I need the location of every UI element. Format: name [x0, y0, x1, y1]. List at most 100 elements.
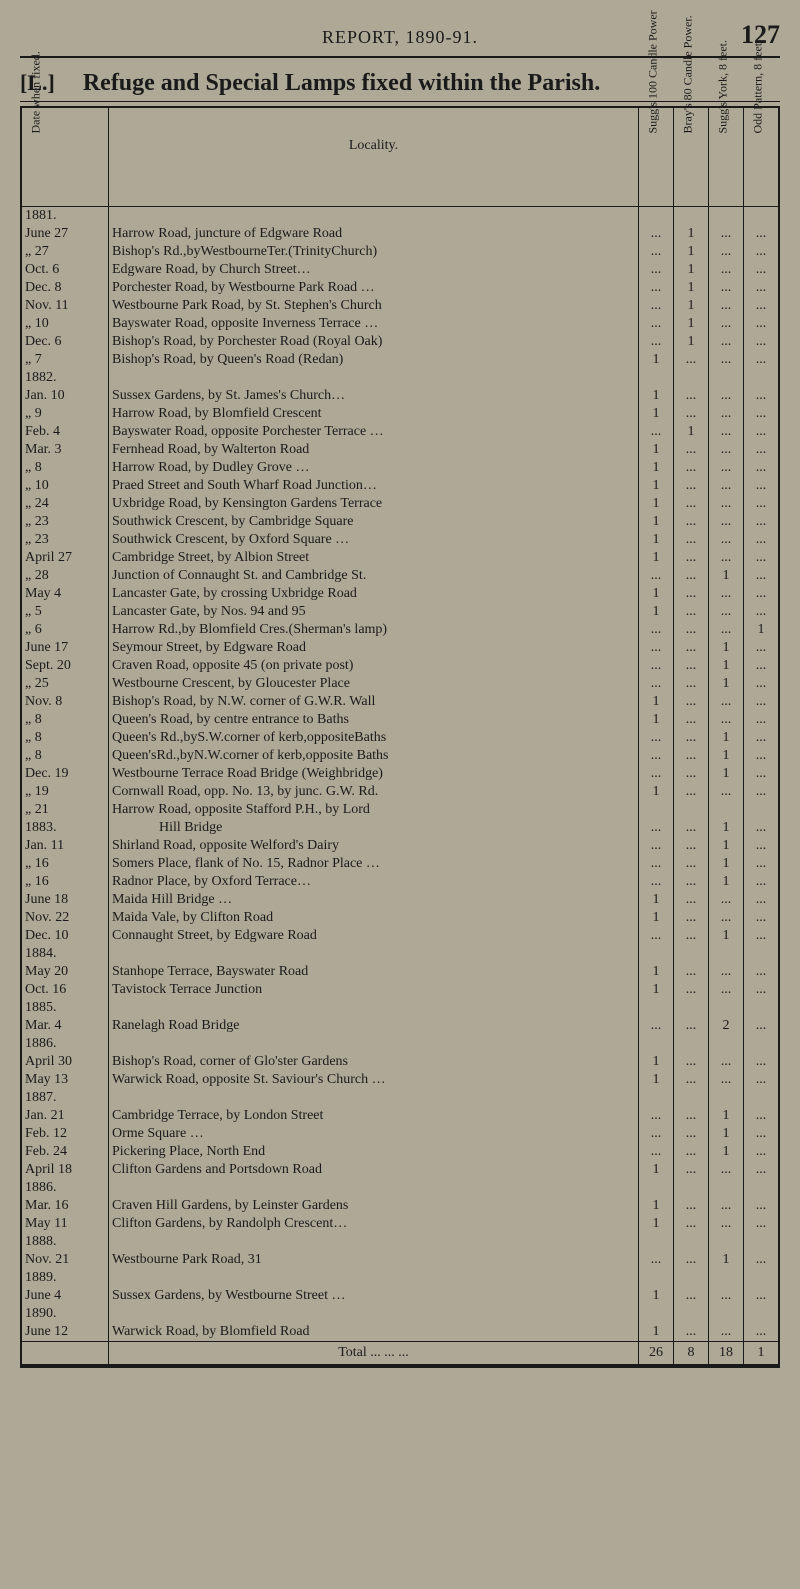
- bray80-cell: ...: [674, 477, 709, 495]
- year-cell: 1887.: [21, 1089, 109, 1107]
- date-cell: June 18: [21, 891, 109, 909]
- odd-cell: ...: [744, 747, 780, 765]
- sugg100-cell: ...: [639, 1251, 674, 1269]
- table-row: „ 19Cornwall Road, opp. No. 13, by junc.…: [21, 783, 779, 801]
- bray80-cell: ...: [674, 729, 709, 747]
- table-row: 1890.: [21, 1305, 779, 1323]
- sugg100-cell: ...: [639, 747, 674, 765]
- odd-cell: ...: [744, 603, 780, 621]
- bray80-cell: ...: [674, 963, 709, 981]
- locality-cell: Southwick Crescent, by Oxford Square …: [109, 531, 639, 549]
- date-cell: Mar. 16: [21, 1197, 109, 1215]
- suggyork-cell: 1: [709, 837, 744, 855]
- table-row: Dec. 19Westbourne Terrace Road Bridge (W…: [21, 765, 779, 783]
- bray80-cell: ...: [674, 531, 709, 549]
- odd-cell: ...: [744, 333, 780, 351]
- locality-cell: Bishop's Rd.,byWestbourneTer.(TrinityChu…: [109, 243, 639, 261]
- date-cell: April 27: [21, 549, 109, 567]
- table-row: 1889.: [21, 1269, 779, 1287]
- odd-cell: ...: [744, 657, 780, 675]
- date-cell: Nov. 11: [21, 297, 109, 315]
- suggyork-cell: ...: [709, 459, 744, 477]
- locality-cell: Clifton Gardens, by Randolph Crescent…: [109, 1215, 639, 1233]
- bray80-cell: ...: [674, 657, 709, 675]
- suggyork-cell: ...: [709, 261, 744, 279]
- odd-cell: ...: [744, 765, 780, 783]
- odd-cell: ...: [744, 729, 780, 747]
- sugg100-cell: ...: [639, 423, 674, 441]
- suggyork-cell: 1: [709, 729, 744, 747]
- year-cell: 1888.: [21, 1233, 109, 1251]
- bray80-cell: ...: [674, 1197, 709, 1215]
- bray80-cell: ...: [674, 981, 709, 999]
- suggyork-cell: ...: [709, 621, 744, 639]
- odd-cell: ...: [744, 405, 780, 423]
- suggyork-cell: ...: [709, 1197, 744, 1215]
- bray80-cell: 1: [674, 333, 709, 351]
- locality-cell: Seymour Street, by Edgware Road: [109, 639, 639, 657]
- odd-cell: ...: [744, 927, 780, 945]
- bray80-cell: ...: [674, 603, 709, 621]
- date-cell: „ 23: [21, 513, 109, 531]
- table-row: 1886.: [21, 1035, 779, 1053]
- table-row: 1884.: [21, 945, 779, 963]
- date-cell: Feb. 24: [21, 1143, 109, 1161]
- locality-cell: Bayswater Road, opposite Porchester Terr…: [109, 423, 639, 441]
- table-row: Nov. 22Maida Vale, by Clifton Road1.....…: [21, 909, 779, 927]
- date-cell: „ 7: [21, 351, 109, 369]
- odd-cell: ...: [744, 855, 780, 873]
- bray80-cell: ...: [674, 1161, 709, 1179]
- locality-cell: Warwick Road, by Blomfield Road: [109, 1323, 639, 1342]
- locality-cell: Southwick Crescent, by Cambridge Square: [109, 513, 639, 531]
- locality-cell: Westbourne Park Road, by St. Stephen's C…: [109, 297, 639, 315]
- bray80-cell: ...: [674, 567, 709, 585]
- odd-cell: ...: [744, 243, 780, 261]
- bray80-cell: ...: [674, 783, 709, 801]
- suggyork-cell: 1: [709, 765, 744, 783]
- suggyork-cell: ...: [709, 315, 744, 333]
- odd-cell: ...: [744, 495, 780, 513]
- odd-cell: ...: [744, 585, 780, 603]
- table-row: Nov. 21Westbourne Park Road, 31......1..…: [21, 1251, 779, 1269]
- sugg100-cell: ...: [639, 225, 674, 243]
- locality-cell: Sussex Gardens, by St. James's Church…: [109, 387, 639, 405]
- odd-cell: ...: [744, 459, 780, 477]
- table-row: Sept. 20Craven Road, opposite 45 (on pri…: [21, 657, 779, 675]
- bray80-cell: ...: [674, 747, 709, 765]
- odd-cell: ...: [744, 387, 780, 405]
- date-cell: „ 8: [21, 459, 109, 477]
- date-cell: „ 8: [21, 729, 109, 747]
- odd-cell: ...: [744, 477, 780, 495]
- locality-cell: Porchester Road, by Westbourne Park Road…: [109, 279, 639, 297]
- locality-cell: Connaught Street, by Edgware Road: [109, 927, 639, 945]
- table-row: May 20Stanhope Terrace, Bayswater Road1.…: [21, 963, 779, 981]
- locality-cell: Cornwall Road, opp. No. 13, by junc. G.W…: [109, 783, 639, 801]
- sugg100-cell: ...: [639, 873, 674, 891]
- date-cell: „ 16: [21, 855, 109, 873]
- bray80-cell: ...: [674, 711, 709, 729]
- year-cell: 1883.: [21, 819, 109, 837]
- locality-cell: Queen'sRd.,byN.W.corner of kerb,opposite…: [109, 747, 639, 765]
- section-title: Refuge and Special Lamps fixed within th…: [83, 70, 600, 97]
- table-row: „ 16Somers Place, flank of No. 15, Radno…: [21, 855, 779, 873]
- suggyork-cell: ...: [709, 405, 744, 423]
- sugg100-cell: 1: [639, 711, 674, 729]
- lamps-table: Date when fixed. Locality. Sugg's 100 Ca…: [20, 106, 780, 1368]
- bray80-cell: ...: [674, 1287, 709, 1305]
- bray80-cell: ...: [674, 1215, 709, 1233]
- col-bray80: Bray's 80 Candle Power.: [674, 107, 709, 207]
- sugg100-cell: ...: [639, 765, 674, 783]
- date-cell: „ 10: [21, 477, 109, 495]
- bray80-cell: ...: [674, 909, 709, 927]
- table-row: Oct. 6Edgware Road, by Church Street…...…: [21, 261, 779, 279]
- odd-cell: ...: [744, 675, 780, 693]
- odd-cell: ...: [744, 1215, 780, 1233]
- table-row: Dec. 6Bishop's Road, by Porchester Road …: [21, 333, 779, 351]
- locality-cell: Harrow Road, by Dudley Grove …: [109, 459, 639, 477]
- table-row: 1881.: [21, 207, 779, 226]
- odd-cell: ...: [744, 639, 780, 657]
- bray80-cell: ...: [674, 1143, 709, 1161]
- locality-cell: Craven Hill Gardens, by Leinster Gardens: [109, 1197, 639, 1215]
- bray80-cell: 1: [674, 243, 709, 261]
- suggyork-cell: ...: [709, 495, 744, 513]
